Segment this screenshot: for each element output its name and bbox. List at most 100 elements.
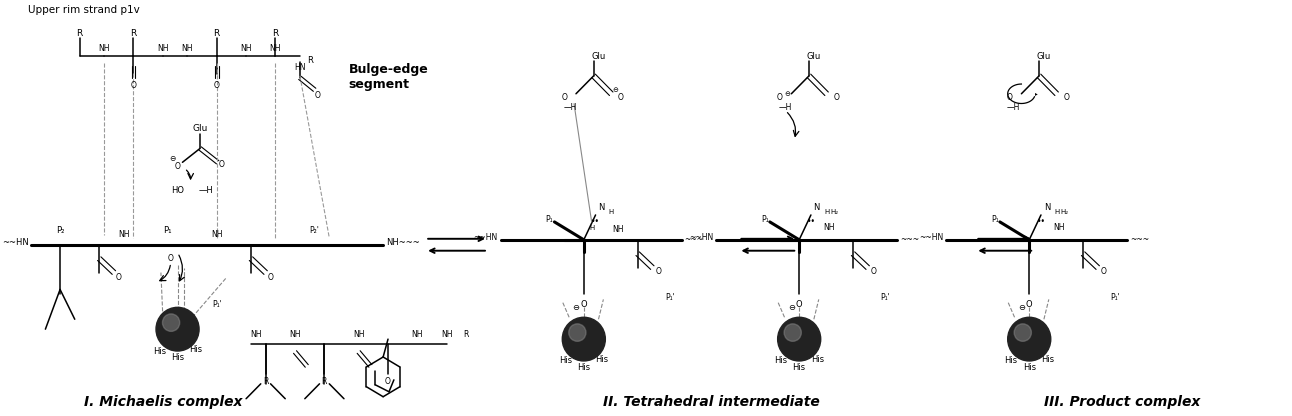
Text: His: His: [792, 363, 806, 372]
Text: H: H: [589, 225, 594, 231]
Text: NH: NH: [412, 329, 424, 339]
Text: ••: ••: [590, 218, 599, 226]
Text: II. Tetrahedral intermediate: II. Tetrahedral intermediate: [602, 395, 819, 409]
Circle shape: [784, 324, 801, 341]
Text: O: O: [871, 267, 876, 276]
Text: P₁: P₁: [164, 226, 172, 235]
Text: ~~~: ~~~: [901, 235, 919, 244]
Circle shape: [1014, 324, 1031, 341]
Text: O: O: [796, 300, 802, 309]
Text: P₁: P₁: [545, 215, 553, 224]
Text: ⊖: ⊖: [169, 154, 176, 163]
Text: P₁': P₁': [665, 293, 674, 302]
Text: R: R: [264, 377, 269, 386]
Text: O: O: [130, 81, 137, 90]
Text: NH: NH: [158, 44, 169, 52]
Text: NH: NH: [289, 329, 301, 339]
Text: NH: NH: [98, 44, 110, 52]
Text: His: His: [774, 357, 787, 366]
Text: HN: HN: [295, 64, 306, 72]
Text: O: O: [267, 273, 274, 282]
Text: O: O: [168, 254, 173, 263]
Text: —H: —H: [1006, 103, 1021, 112]
Text: R: R: [322, 377, 327, 386]
Text: R: R: [464, 329, 469, 339]
Text: NH: NH: [182, 44, 193, 52]
Text: NH: NH: [251, 329, 261, 339]
Text: R: R: [213, 29, 220, 38]
Text: ~~HN: ~~HN: [919, 233, 943, 242]
Circle shape: [1008, 317, 1050, 361]
Text: P₁: P₁: [991, 215, 999, 224]
Text: O: O: [174, 162, 181, 171]
Text: His: His: [811, 355, 824, 364]
Text: His: His: [171, 353, 185, 362]
Text: P₂': P₂': [310, 226, 319, 235]
Text: H₂: H₂: [1061, 209, 1068, 215]
Text: ••: ••: [806, 218, 815, 226]
Text: P₁: P₁: [761, 215, 769, 224]
Circle shape: [778, 317, 820, 361]
Text: R: R: [130, 29, 137, 38]
Text: ⊖: ⊖: [572, 303, 580, 312]
Text: ~~~: ~~~: [685, 235, 704, 244]
Text: Glu: Glu: [193, 124, 208, 133]
Text: NH: NH: [353, 329, 364, 339]
Text: O: O: [1026, 300, 1032, 309]
Text: O: O: [218, 160, 225, 169]
Text: NH: NH: [270, 44, 282, 52]
Text: N: N: [814, 203, 820, 213]
Text: III. Product complex: III. Product complex: [1044, 395, 1200, 409]
Text: O: O: [561, 93, 567, 102]
Text: NH: NH: [1053, 223, 1065, 233]
Text: NH~~~: NH~~~: [386, 238, 420, 247]
Text: ⊖: ⊖: [612, 87, 618, 93]
Text: O: O: [580, 300, 587, 309]
Text: O: O: [315, 91, 320, 100]
Text: O: O: [385, 377, 391, 386]
Text: —H: —H: [563, 103, 576, 112]
Text: —H: —H: [779, 103, 792, 112]
Text: O: O: [833, 93, 840, 102]
Text: O: O: [1101, 267, 1106, 276]
Text: NH: NH: [240, 44, 252, 52]
Text: HO: HO: [172, 186, 185, 195]
Text: His: His: [152, 347, 165, 356]
Text: NH: NH: [441, 329, 452, 339]
Text: H: H: [824, 209, 829, 215]
Text: P₁': P₁': [212, 300, 222, 309]
Text: R: R: [76, 29, 83, 38]
Text: P₂: P₂: [56, 226, 65, 235]
Text: NH: NH: [612, 225, 624, 234]
Text: His: His: [559, 357, 572, 366]
Text: P₁': P₁': [880, 293, 890, 302]
Text: NH: NH: [118, 230, 129, 239]
Text: NH: NH: [211, 230, 222, 239]
Text: —H: —H: [198, 186, 213, 195]
Text: ~~HN: ~~HN: [3, 238, 28, 247]
Text: ~~HN: ~~HN: [473, 233, 497, 242]
Text: O: O: [1063, 93, 1070, 102]
Circle shape: [156, 307, 199, 351]
Text: ⊖: ⊖: [1018, 303, 1025, 312]
Text: O: O: [213, 81, 220, 90]
Text: R: R: [306, 57, 313, 65]
Text: O: O: [116, 273, 121, 282]
Text: ▸: ▸: [1035, 91, 1037, 96]
Text: P₁': P₁': [1111, 293, 1120, 302]
Text: I. Michaelis complex: I. Michaelis complex: [84, 395, 242, 409]
Text: Glu: Glu: [1036, 52, 1050, 60]
Text: Glu: Glu: [806, 52, 820, 60]
Text: NH: NH: [823, 223, 835, 233]
Text: H: H: [609, 209, 614, 215]
Circle shape: [568, 324, 587, 341]
Text: ~~HN: ~~HN: [689, 233, 713, 242]
Circle shape: [163, 314, 180, 332]
Text: His: His: [596, 355, 609, 364]
Text: His: His: [190, 345, 203, 354]
Text: O: O: [776, 93, 783, 102]
Text: ~~~: ~~~: [1130, 235, 1149, 244]
Circle shape: [562, 317, 606, 361]
Text: Glu: Glu: [592, 52, 606, 60]
Text: Bulge-edge
segment: Bulge-edge segment: [349, 63, 429, 91]
